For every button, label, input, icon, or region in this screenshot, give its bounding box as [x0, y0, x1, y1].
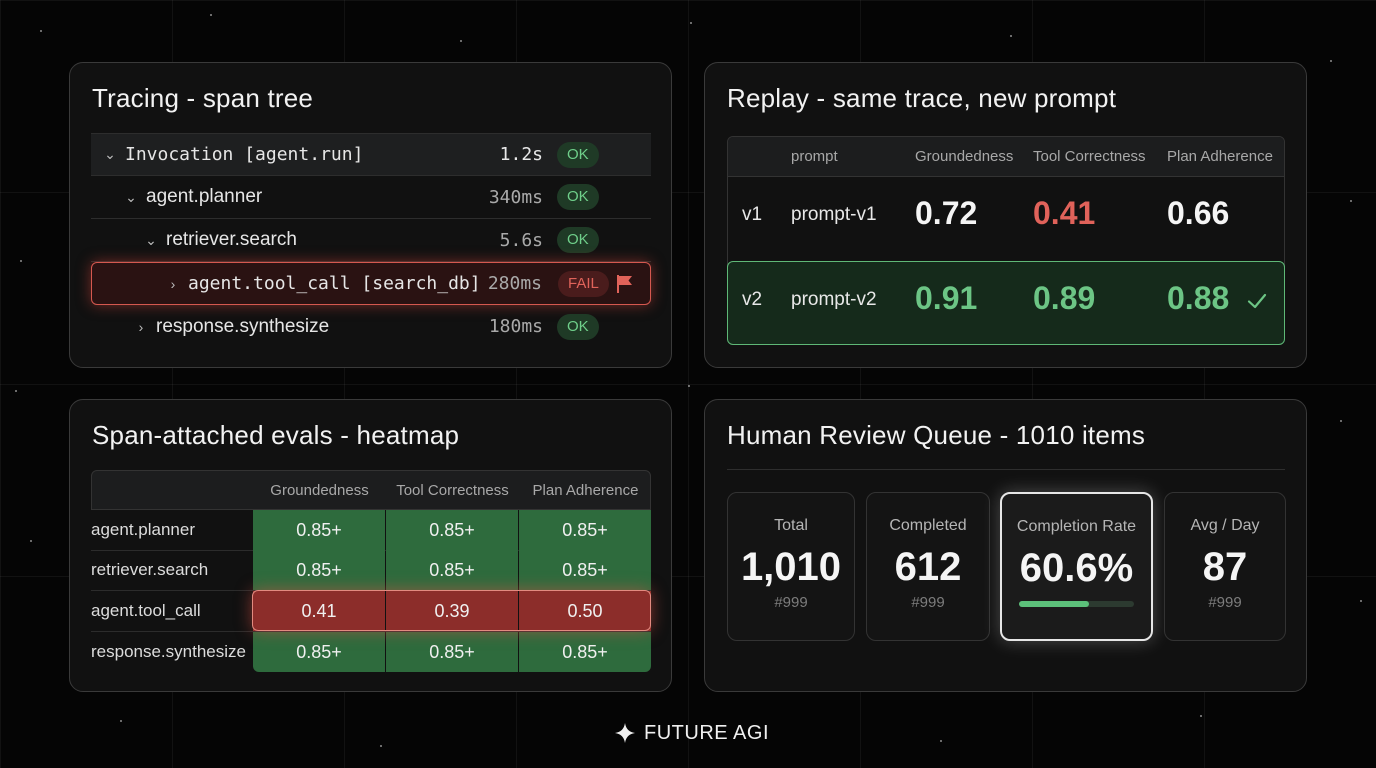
- column-header: Plan Adherence: [1167, 148, 1273, 165]
- tool-correctness-score: 0.89: [1033, 280, 1096, 316]
- groundedness-score: 0.91: [915, 280, 978, 316]
- span-row[interactable]: ⌄ Invocation [agent.run] 1.2s OK: [91, 133, 651, 176]
- status-badge: OK: [557, 141, 599, 168]
- column-header: Tool Correctness: [396, 482, 509, 499]
- chevron-right-icon[interactable]: ›: [138, 318, 144, 335]
- stat-label: Completed: [889, 517, 967, 534]
- heatmap-cell[interactable]: 0.39: [386, 591, 518, 631]
- stat-card-completed[interactable]: Completed 612 #999: [866, 492, 990, 641]
- chevron-down-icon[interactable]: ⌄: [145, 231, 157, 248]
- heatmap-cell[interactable]: 0.85+: [386, 550, 518, 590]
- span-name: response.synthesize: [156, 315, 330, 337]
- heatmap-row[interactable]: response.synthesize 0.85+ 0.85+ 0.85+: [91, 632, 651, 673]
- stat-card-avg-per-day[interactable]: Avg / Day 87 #999: [1164, 492, 1286, 641]
- heatmap-cell[interactable]: 0.85+: [386, 632, 518, 672]
- column-header: Groundedness: [270, 482, 369, 499]
- span-label: agent.planner: [91, 520, 195, 539]
- heatmap-cell[interactable]: 0.85+: [253, 510, 385, 550]
- span-row-failed[interactable]: › agent.tool_call [search_db] 280ms FAIL: [91, 262, 651, 305]
- stat-label: Completion Rate: [1016, 518, 1137, 535]
- flag-icon[interactable]: [616, 274, 634, 294]
- heatmap-cell[interactable]: 0.85+: [253, 632, 385, 672]
- span-duration: 180ms: [488, 316, 543, 337]
- tracing-title: Tracing - span tree: [92, 83, 314, 113]
- chevron-down-icon[interactable]: ⌄: [125, 188, 137, 205]
- plan-adherence-score: 0.88: [1167, 280, 1230, 316]
- span-name: Invocation [agent.run]: [125, 144, 364, 165]
- chevron-down-icon[interactable]: ⌄: [104, 146, 116, 162]
- status-badge: OK: [557, 227, 599, 253]
- stat-value: 1,010: [740, 545, 842, 589]
- heatmap-row[interactable]: retriever.search 0.85+ 0.85+ 0.85+: [91, 550, 651, 591]
- prompt-name: prompt-v2: [791, 289, 877, 310]
- column-header: Tool Correctness: [1033, 148, 1146, 165]
- heatmap-cell[interactable]: 0.41: [253, 591, 385, 631]
- status-badge: OK: [557, 184, 599, 210]
- span-label: response.synthesize: [91, 642, 246, 661]
- span-label: retriever.search: [91, 560, 209, 579]
- check-icon: [1247, 293, 1267, 309]
- span-duration: 340ms: [488, 186, 543, 208]
- tool-correctness-score: 0.41: [1033, 195, 1096, 231]
- replay-row-v1[interactable]: v1 prompt-v1 0.72 0.41 0.66: [728, 177, 1284, 252]
- column-header: prompt: [791, 148, 838, 165]
- plan-adherence-score: 0.66: [1167, 195, 1230, 231]
- span-name: retriever.search: [166, 229, 297, 250]
- replay-panel: Replay - same trace, new prompt prompt G…: [704, 62, 1307, 368]
- span-row[interactable]: ⌄ agent.planner 340ms OK: [91, 176, 651, 219]
- span-label: agent.tool_call: [91, 601, 201, 620]
- span-duration: 5.6s: [499, 229, 543, 251]
- column-header: Plan Adherence: [532, 482, 639, 499]
- version-label: v1: [742, 204, 763, 225]
- stat-value: 87: [1202, 545, 1248, 589]
- stat-label: Avg / Day: [1190, 517, 1260, 534]
- replay-row-v2[interactable]: v2 prompt-v2 0.91 0.89 0.88: [727, 261, 1285, 345]
- replay-table: prompt Groundedness Tool Correctness Pla…: [727, 136, 1285, 324]
- span-name: agent.planner: [146, 186, 263, 207]
- status-badge-fail: FAIL: [558, 270, 609, 297]
- prompt-name: prompt-v1: [791, 204, 877, 225]
- replay-header-row: prompt Groundedness Tool Correctness Pla…: [728, 137, 1284, 177]
- stat-sub: #999: [774, 594, 808, 611]
- divider: [727, 469, 1285, 470]
- version-label: v2: [742, 289, 763, 310]
- chevron-right-icon[interactable]: ›: [170, 275, 176, 292]
- stat-label: Total: [774, 517, 808, 534]
- stat-value: 60.6%: [1019, 546, 1134, 590]
- span-duration: 280ms: [487, 273, 542, 294]
- stat-sub: #999: [1208, 594, 1242, 611]
- span-row[interactable]: ⌄ retriever.search 5.6s OK: [91, 219, 651, 262]
- heatmap-cell[interactable]: 0.85+: [253, 550, 385, 590]
- heatmap-row-failed[interactable]: agent.tool_call 0.41 0.39 0.50: [91, 591, 651, 632]
- status-badge: OK: [557, 313, 599, 340]
- stat-value: 612: [894, 545, 962, 589]
- stat-card-completion-rate[interactable]: Completion Rate 60.6%: [1000, 492, 1153, 641]
- heatmap-title: Span-attached evals - heatmap: [92, 420, 460, 450]
- progress-fill: [1019, 601, 1089, 607]
- replay-title: Replay - same trace, new prompt: [727, 83, 1117, 113]
- column-header: Groundedness: [915, 148, 1014, 165]
- review-queue-panel: Human Review Queue - 1010 items Total 1,…: [704, 399, 1307, 692]
- heatmap-cell[interactable]: 0.50: [519, 591, 651, 631]
- tracing-panel: Tracing - span tree ⌄ Invocation [agent.…: [69, 62, 672, 368]
- stat-sub: #999: [911, 594, 945, 611]
- span-duration: 1.2s: [499, 144, 543, 165]
- heatmap-cell[interactable]: 0.85+: [519, 510, 651, 550]
- heatmap-cell[interactable]: 0.85+: [519, 632, 651, 672]
- brand-name: FUTURE AGI: [644, 721, 770, 744]
- stat-card-total[interactable]: Total 1,010 #999: [727, 492, 855, 641]
- completion-progress-bar: [1019, 601, 1134, 607]
- groundedness-score: 0.72: [915, 195, 978, 231]
- heatmap-cell[interactable]: 0.85+: [386, 510, 518, 550]
- heatmap-cell[interactable]: 0.85+: [519, 550, 651, 590]
- heatmap-panel: Span-attached evals - heatmap Groundedne…: [69, 399, 672, 692]
- brand-footer: FUTURE AGI: [614, 720, 769, 746]
- sparkle-logo-icon: [615, 723, 635, 743]
- span-name: agent.tool_call [search_db]: [188, 273, 481, 294]
- heatmap-header-row: Groundedness Tool Correctness Plan Adher…: [91, 470, 651, 510]
- span-row[interactable]: › response.synthesize 180ms OK: [91, 305, 651, 348]
- span-tree: ⌄ Invocation [agent.run] 1.2s OK ⌄ agent…: [91, 133, 651, 348]
- review-title: Human Review Queue - 1010 items: [727, 420, 1146, 450]
- heatmap-row[interactable]: agent.planner 0.85+ 0.85+ 0.85+: [91, 510, 651, 551]
